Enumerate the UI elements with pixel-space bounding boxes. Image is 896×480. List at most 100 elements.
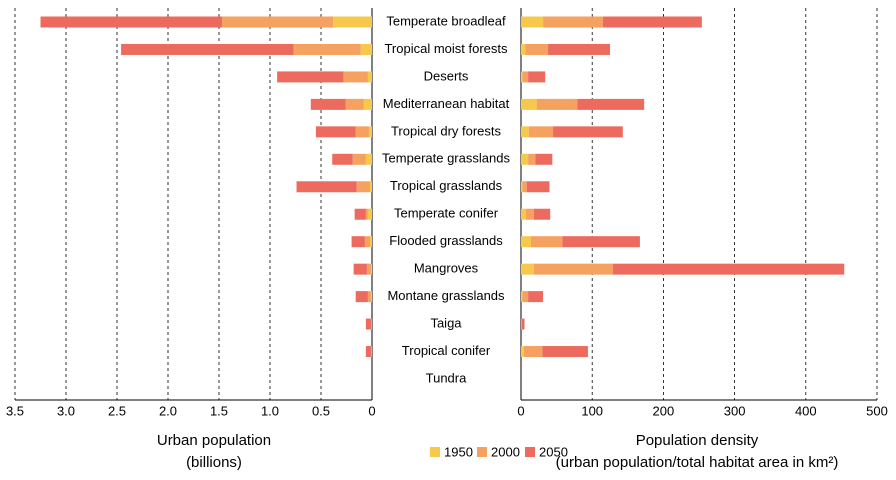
x-tick-label: 1.0 — [261, 403, 279, 418]
legend-swatch — [525, 447, 535, 457]
x-axis-title: Population density — [636, 432, 759, 449]
legend-label: 1950 — [444, 444, 473, 459]
bar-segment — [528, 291, 544, 303]
bar-segment — [277, 71, 344, 83]
bar-segment — [522, 291, 529, 303]
bar-segment — [365, 153, 372, 165]
bar-segment — [528, 153, 536, 165]
bar-segment — [333, 16, 372, 28]
bar-segment — [370, 318, 372, 330]
legend-swatch — [430, 447, 440, 457]
bar-segment — [332, 153, 353, 165]
bar-segment — [523, 346, 543, 358]
x-tick-label: 1.5 — [210, 403, 228, 418]
x-tick-label: 2.5 — [108, 403, 126, 418]
category-label: Tropical grasslands — [390, 178, 503, 193]
bar-segment — [365, 208, 368, 220]
x-tick-label: 0.5 — [312, 403, 330, 418]
x-tick-label: 300 — [724, 403, 746, 418]
bar-segment — [522, 181, 527, 193]
bar-segment — [355, 126, 369, 138]
x-tick-label: 100 — [581, 403, 603, 418]
bar-segment — [533, 208, 551, 220]
category-label: Flooded grasslands — [389, 233, 503, 248]
category-label: Mangroves — [414, 261, 479, 276]
x-tick-label: 0 — [517, 403, 524, 418]
x-tick-label: 500 — [866, 403, 888, 418]
bar-segment — [602, 16, 702, 28]
bar-segment — [542, 346, 588, 358]
x-tick-label: 3.0 — [57, 403, 75, 418]
bar-segment — [40, 16, 223, 28]
category-label: Montane grasslands — [387, 288, 505, 303]
x-axis-subtitle: (billions) — [186, 454, 242, 471]
bar-segment — [370, 291, 372, 303]
x-axis-title: Urban population — [157, 432, 271, 449]
bar-segment — [536, 98, 578, 110]
bar-segment — [521, 43, 526, 55]
bar-segment — [577, 98, 645, 110]
bar-segment — [525, 43, 549, 55]
bar-segment — [533, 263, 613, 275]
bar-segment — [345, 98, 364, 110]
bar-segment — [521, 318, 525, 330]
bar-segment — [365, 318, 371, 330]
bar-segment — [521, 181, 523, 193]
bar-segment — [548, 43, 610, 55]
bar-segment — [562, 236, 640, 248]
bar-segment — [521, 71, 523, 83]
bar-segment — [530, 236, 563, 248]
bar-segment — [368, 126, 372, 138]
legend-swatch — [477, 447, 487, 457]
bar-segment — [528, 71, 546, 83]
bar-segment — [367, 291, 371, 303]
bar-segment — [521, 98, 537, 110]
bar-segment — [521, 346, 524, 358]
bar-segment — [366, 263, 371, 275]
bar-segment — [355, 291, 368, 303]
bar-segment — [521, 291, 523, 303]
category-label: Taiga — [430, 316, 462, 331]
bar-segment — [521, 126, 529, 138]
category-label: Deserts — [424, 68, 469, 83]
bar-segment — [367, 71, 372, 83]
category-label: Temperate conifer — [394, 206, 499, 221]
x-tick-label: 400 — [795, 403, 817, 418]
bar-segment — [526, 181, 550, 193]
bar-segment — [315, 126, 356, 138]
bar-segment — [367, 208, 372, 220]
bar-segment — [363, 98, 372, 110]
x-tick-label: 2.0 — [159, 403, 177, 418]
bar-segment — [369, 181, 372, 193]
category-label: Tundra — [426, 370, 467, 385]
bar-segment — [353, 263, 367, 275]
legend-label: 2050 — [539, 444, 568, 459]
bar-segment — [521, 16, 544, 28]
bar-segment — [360, 43, 372, 55]
bar-segment — [121, 43, 294, 55]
bar-segment — [351, 236, 365, 248]
bar-segment — [310, 98, 346, 110]
x-tick-label: 200 — [653, 403, 675, 418]
x-tick-label: 0 — [368, 403, 375, 418]
bar-segment — [525, 208, 534, 220]
bar-segment — [521, 263, 534, 275]
x-tick-label: 3.5 — [6, 403, 24, 418]
bar-segment — [528, 126, 554, 138]
bar-segment — [521, 236, 531, 248]
bar-segment — [293, 43, 361, 55]
bar-segment — [521, 318, 522, 330]
legend-label: 2000 — [491, 444, 520, 459]
bar-segment — [535, 153, 553, 165]
bar-segment — [543, 16, 603, 28]
bar-segment — [365, 346, 371, 358]
bar-segment — [370, 263, 372, 275]
bar-segment — [356, 181, 370, 193]
bar-segment — [343, 71, 368, 83]
bar-segment — [612, 263, 845, 275]
bar-segment — [352, 153, 366, 165]
category-label: Tropical moist forests — [384, 41, 508, 56]
category-label: Temperate broadleaf — [386, 13, 506, 28]
bar-segment — [222, 16, 334, 28]
